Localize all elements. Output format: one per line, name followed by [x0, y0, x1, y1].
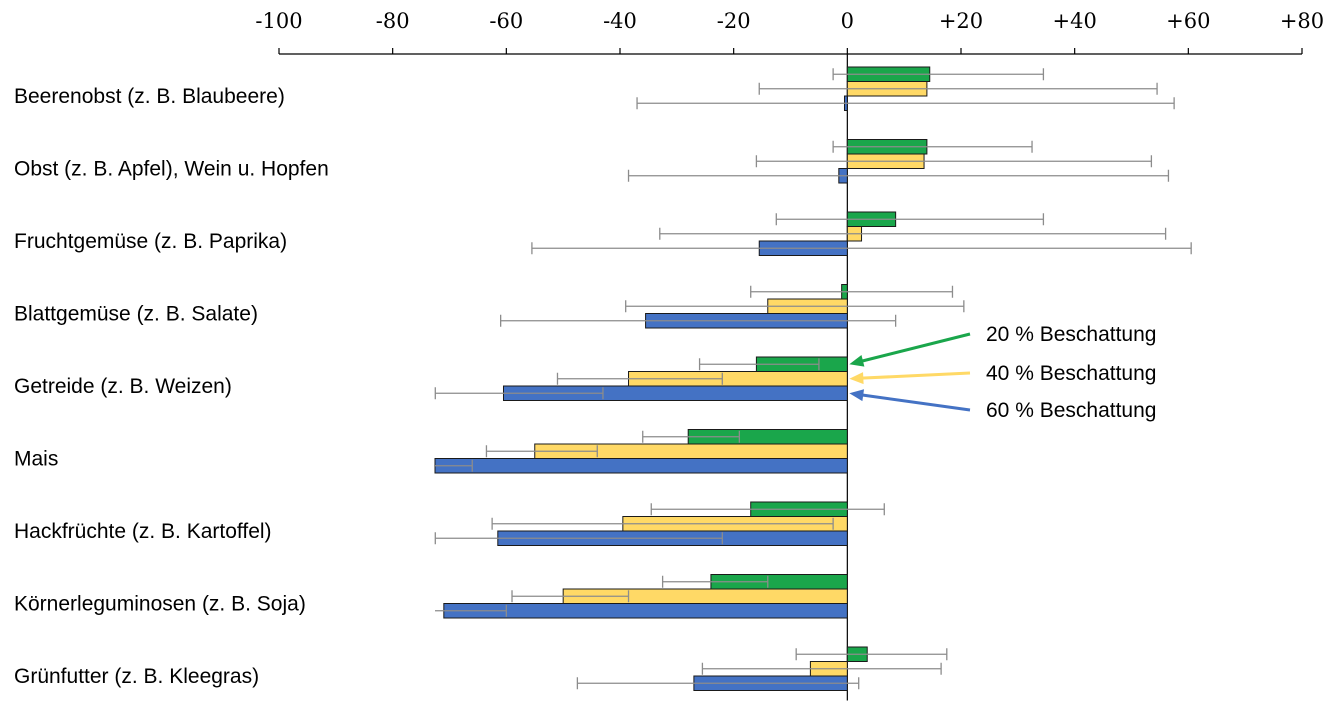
x-tick-label: -80 [376, 9, 410, 33]
category-label: Grünfutter (z. B. Kleegras) [14, 665, 259, 688]
category-label: Beerenobst (z. B. Blaubeere) [14, 85, 285, 108]
bars [434, 66, 931, 691]
x-tick-label: +60 [1166, 9, 1210, 33]
legend-arrow [860, 332, 971, 363]
bar [434, 458, 848, 474]
category-labels: Beerenobst (z. B. Blaubeere) Obst (z. B. … [14, 85, 329, 688]
category-label: Körnerleguminosen (z. B. Soja) [14, 593, 306, 616]
error-bars [434, 68, 1192, 690]
category-label: Blattgemüse (z. B. Salate) [14, 303, 258, 326]
legend-arrowhead [849, 355, 865, 367]
legend-arrow [861, 371, 971, 380]
category-label: Obst (z. B. Apfel), Wein u. Hopfen [14, 158, 329, 181]
legend-label: 60 % Beschattung [986, 399, 1156, 422]
legend-label: 40 % Beschattung [986, 362, 1156, 385]
x-tick-label: -100 [255, 9, 302, 33]
x-tick-label: +80 [1280, 9, 1324, 33]
x-tick-label: -40 [603, 9, 637, 33]
x-tick-label: -60 [489, 9, 523, 33]
x-tick-label: +20 [939, 9, 983, 33]
x-tick-label: -20 [717, 9, 751, 33]
category-label: Getreide (z. B. Weizen) [14, 375, 232, 398]
x-tick-label: +40 [1053, 9, 1097, 33]
category-label: Fruchtgemüse (z. B. Paprika) [14, 230, 287, 253]
category-label: Mais [14, 448, 58, 471]
legend-arrowhead [849, 389, 865, 402]
legend: 20 % Beschattung 40 % Beschattung 60 % Bes… [849, 323, 1156, 422]
category-label: Hackfrüchte (z. B. Kartoffel) [14, 520, 272, 543]
x-tick-label: 0 [841, 9, 854, 33]
legend-arrow [861, 393, 971, 412]
x-axis: -100 -80 -60 -40 -20 0 +20 +40 +60 +80 [255, 9, 1324, 701]
legend-label: 20 % Beschattung [986, 323, 1156, 346]
legend-arrowhead [849, 372, 864, 385]
